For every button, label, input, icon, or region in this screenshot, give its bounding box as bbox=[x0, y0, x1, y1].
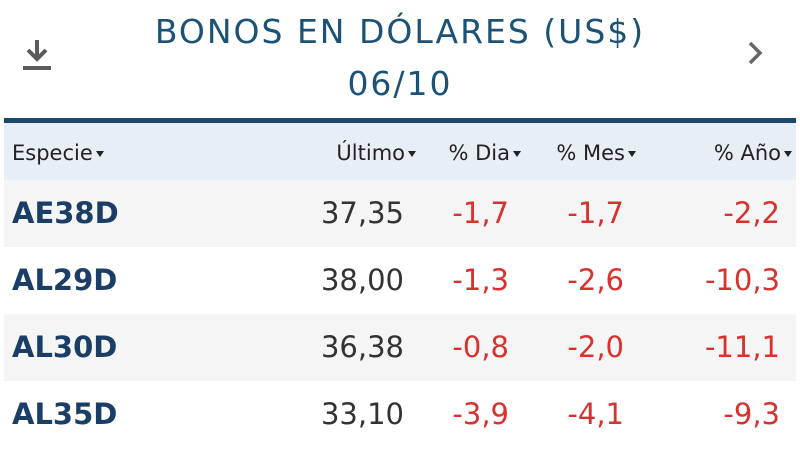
change: -1,7 bbox=[567, 196, 624, 230]
divider bbox=[4, 118, 796, 123]
column-header[interactable]: % Dia bbox=[448, 141, 521, 165]
price: 37,35 bbox=[320, 196, 404, 230]
change: -10,3 bbox=[704, 263, 780, 297]
change: -2,2 bbox=[723, 196, 780, 230]
header-row: Especie Último % Dia % Mes % Año bbox=[4, 123, 796, 180]
next-icon[interactable] bbox=[745, 40, 765, 66]
symbol: AE38D bbox=[12, 196, 119, 230]
table-row: AE38D 37,35 -1,7 -1,7 -2,2 bbox=[4, 180, 796, 247]
change: -1,3 bbox=[452, 263, 509, 297]
change: -9,3 bbox=[723, 397, 780, 431]
table-row: AL30D 36,38 -0,8 -2,0 -11,1 bbox=[4, 314, 796, 381]
column-header[interactable]: % Mes bbox=[556, 141, 636, 165]
change: -2,0 bbox=[567, 330, 624, 364]
table-row: AL35D 33,10 -3,9 -4,1 -9,3 bbox=[4, 381, 796, 448]
change: -0,8 bbox=[452, 330, 509, 364]
download-icon[interactable] bbox=[20, 38, 54, 74]
change: -1,7 bbox=[452, 196, 509, 230]
title: BONOS EN DÓLARES (US$) bbox=[154, 12, 646, 51]
change: -3,9 bbox=[452, 397, 509, 431]
price: 33,10 bbox=[320, 397, 404, 431]
price: 38,00 bbox=[320, 263, 404, 297]
change: -2,6 bbox=[567, 263, 624, 297]
price: 36,38 bbox=[320, 330, 404, 364]
column-header[interactable]: Último bbox=[336, 141, 416, 165]
date: 06/10 bbox=[347, 64, 453, 103]
table-row: AL29D 38,00 -1,3 -2,6 -10,3 bbox=[4, 247, 796, 314]
column-header[interactable]: Especie bbox=[12, 141, 104, 165]
column-header[interactable]: % Año bbox=[714, 141, 792, 165]
symbol: AL30D bbox=[12, 330, 118, 364]
change: -4,1 bbox=[567, 397, 624, 431]
symbol: AL35D bbox=[12, 397, 118, 431]
change: -11,1 bbox=[704, 330, 780, 364]
symbol: AL29D bbox=[12, 263, 118, 297]
